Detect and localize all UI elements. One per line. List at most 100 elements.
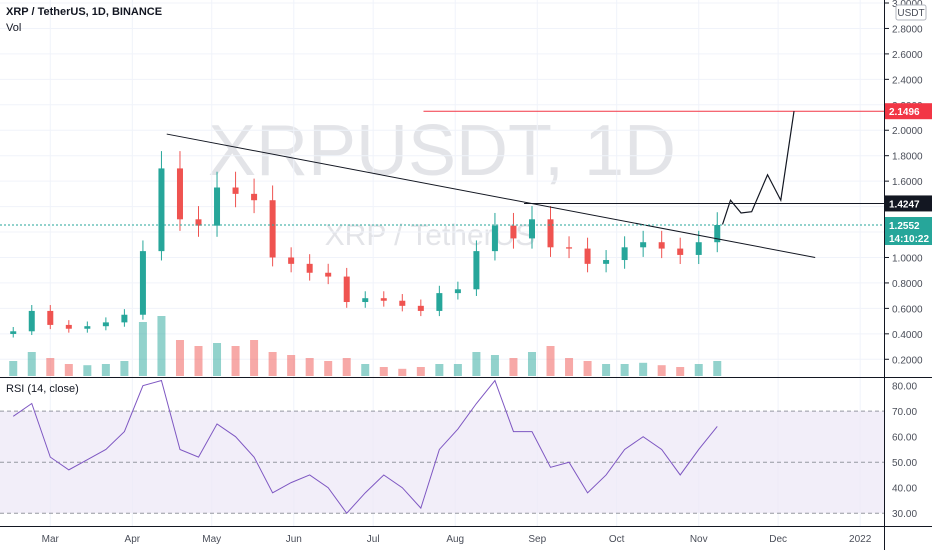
volume-bar [527,352,536,376]
candle-body [640,242,647,248]
candle-body [454,289,461,294]
candles [10,151,721,338]
candle-body [362,298,369,303]
candle-body [343,276,350,303]
watermark-ticker: XRPUSDT, 1D [208,111,676,191]
volume-bar [398,368,407,376]
candle-body [176,168,183,220]
volume-bar [138,322,147,376]
price-tick-label: 2.8000 [892,24,923,35]
rsi-indicator [0,379,884,515]
candle-body [399,300,406,306]
candle-body [436,293,443,311]
price-tick-label: 2.4000 [892,75,923,86]
volume-bar [324,361,333,376]
candle-body [158,168,165,252]
watermark-name: XRP / TetherUS [325,219,536,252]
rsi-tick-label: 80.00 [892,382,917,393]
candle-body [621,247,628,261]
price-tick-label: 1.8000 [892,152,923,163]
candle-body [491,225,498,252]
volume-bar [287,355,296,376]
candle-body [566,247,573,249]
time-tick-label: Sep [528,534,546,545]
volume-bar [546,346,555,376]
volume-bar [101,364,110,376]
candle-body [232,187,239,194]
rsi-line [12,379,718,515]
volume-bar [83,365,92,376]
volume-bar [120,361,129,376]
volume-bar [565,358,574,376]
rsi-tick-label: 40.00 [892,484,917,495]
rsi-tick-label: 50.00 [892,458,917,469]
volume-bar [250,340,259,376]
volume-bar [342,358,351,376]
volume-bar [46,358,55,376]
volume-bars [9,316,722,376]
volume-bar [713,361,722,376]
target-badge-text: 2.1496 [889,107,920,118]
symbol-title[interactable]: XRP / TetherUS, 1D, BINANCE [6,6,163,18]
candle-body [47,310,54,325]
price-tick-label: 0.2000 [892,355,923,366]
target-badge-bg [885,103,932,120]
time-tick-label: Apr [125,534,141,545]
price-axis[interactable]: 3.00002.80002.60002.40002.20002.00001.80… [884,0,923,366]
volume-bar [694,364,703,376]
volume-bar [676,367,685,376]
volume-bar [231,346,240,376]
candle-body [325,272,332,277]
volume-bar [472,352,481,376]
price-pane[interactable] [0,0,884,377]
price-tick-label: 1.6000 [892,177,923,188]
price-tick-label: 2.0000 [892,126,923,137]
price-tick-label: 0.6000 [892,304,923,315]
time-tick-label: Oct [609,534,625,545]
volume-bar [639,362,648,376]
candle-body [65,324,72,329]
volume-bar [602,364,611,376]
volume-bar [194,346,203,376]
resistance-badge-bg [885,195,932,212]
candle-body [584,248,591,264]
rsi-axis[interactable]: 80.00 70.00 60.00 50.00 40.00 30.00 [892,382,917,521]
volume-bar [416,367,425,376]
price-badges: 2.1496 1.4247 1.2552 14:10:22 [885,103,932,246]
volume-bar [583,361,592,376]
candle-body [28,310,35,332]
candle-body [510,225,517,239]
volume-bar [620,364,629,376]
time-axis[interactable]: Mar Apr May Jun Jul Aug Sep Oct Nov Dec 2022 [42,534,872,545]
candle-body [84,326,91,329]
price-tick-label: 0.8000 [892,279,923,290]
rsi-tick-label: 60.00 [892,433,917,444]
last-price-badge-bg [885,217,932,246]
volume-bar [157,316,166,376]
countdown-text: 14:10:22 [889,234,929,245]
volume-bar [361,364,370,376]
candle-body [269,200,276,258]
rsi-tick-label: 70.00 [892,407,917,418]
volume-bar [175,340,184,376]
projection-path [721,111,795,225]
volume-bar [657,365,666,376]
time-tick-label: Dec [769,534,787,545]
price-tick-label: 1.0000 [892,253,923,264]
time-tick-label: Mar [42,534,60,545]
time-tick-label: Jul [367,534,380,545]
volume-bar [64,364,73,376]
volume-bar [305,358,314,376]
rsi-legend[interactable]: RSI (14, close) [6,383,79,395]
candle-body [214,187,221,226]
volume-bar [435,364,444,376]
candle-body [658,242,665,249]
currency-box[interactable] [895,4,927,21]
trendline [166,133,816,258]
candle-body [288,257,295,264]
volume-legend[interactable]: Vol [6,22,22,34]
time-tick-label: Aug [446,534,464,545]
volume-bar [27,352,36,376]
candle-body [714,225,721,243]
